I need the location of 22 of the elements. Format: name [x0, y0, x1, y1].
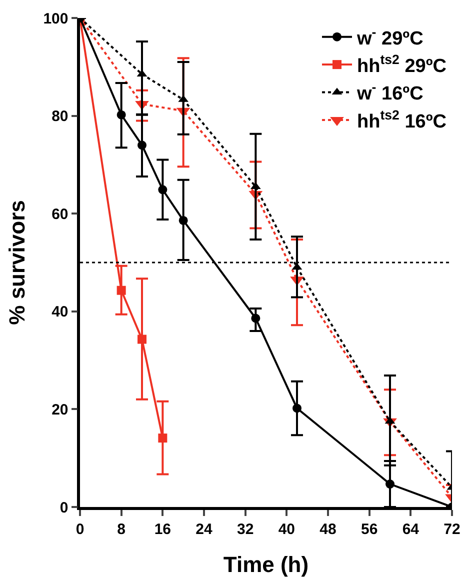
y-tick-label: 0	[60, 499, 68, 516]
y-tick-label: 100	[43, 10, 68, 28]
x-tick-label: 48	[320, 520, 336, 538]
legend-label: hh$^{ts2}$ 29ºC	[357, 52, 447, 77]
y-tick-label: 20	[52, 401, 68, 418]
x-tick-label: 56	[360, 520, 378, 538]
x-tick-label: 8	[117, 520, 126, 538]
legend-label: w$^{-}$ 16ºC	[356, 80, 424, 105]
x-tick-label: 72	[444, 520, 460, 538]
y-tick-label: 80	[52, 108, 68, 126]
x-axis-title: Time (h)	[223, 552, 309, 577]
x-tick-label: 16	[154, 520, 172, 538]
x-tick-label: 40	[278, 520, 296, 538]
y-tick-label: 40	[52, 304, 68, 321]
x-tick-label: 0	[76, 520, 84, 538]
legend-label: w$^{-}$ 29ºC	[356, 24, 424, 50]
x-tick-label: 64	[402, 520, 420, 538]
y-tick-label: 60	[52, 206, 68, 223]
x-tick-label: 24	[196, 520, 213, 538]
legend-label: hh$^{ts2}$ 16ºC	[357, 107, 447, 132]
y-axis-title: % survivors	[4, 200, 30, 325]
x-tick-label: 32	[236, 520, 254, 538]
